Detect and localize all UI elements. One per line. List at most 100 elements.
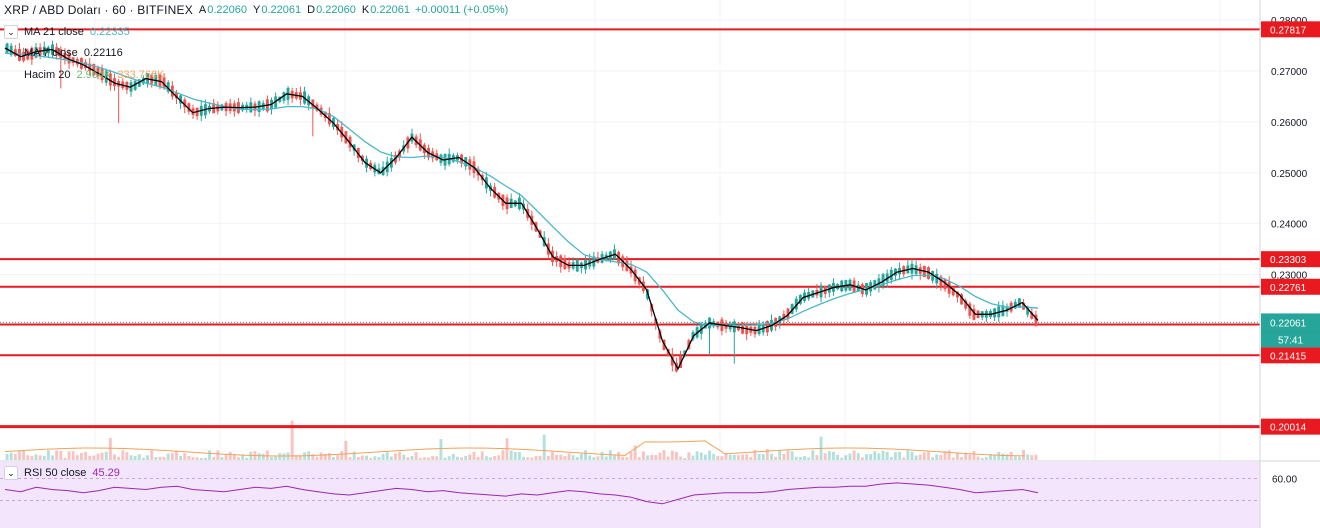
volume-bar (460, 457, 464, 460)
volume-bar (914, 455, 918, 460)
volume-bar (216, 450, 220, 460)
volume-bar (88, 455, 92, 460)
level-price-label: 0.22761 (1270, 283, 1307, 294)
price-axis: 0.280000.270000.260000.250000.240000.230… (1261, 16, 1320, 486)
volume-bar (319, 452, 323, 460)
volume-bar (175, 450, 178, 460)
volume-bar (212, 457, 216, 460)
volume-bar (166, 453, 170, 460)
level-price-tag (1261, 278, 1320, 295)
volume-bar (637, 457, 641, 460)
open-label: A (198, 4, 207, 16)
volume-bar (646, 455, 649, 460)
candle-body (5, 43, 9, 53)
volume-bar (778, 450, 782, 460)
volume-bar (18, 450, 21, 460)
volume-bar (745, 454, 749, 460)
volume-bar (980, 457, 984, 460)
legend-ma21[interactable]: ⌄ MA 21 close 0.22335 (4, 25, 130, 39)
candle-body (1026, 307, 1030, 315)
level-price-label: 0.20014 (1270, 423, 1307, 434)
change-value: +0.00011 (+0.05%) (414, 4, 509, 16)
legend-ma7[interactable]: MA 7 close 0.22116 (4, 47, 123, 59)
volume-bar (402, 454, 406, 460)
candle-body (175, 92, 178, 99)
current-price-label: 0.22061 (1270, 318, 1307, 329)
volume-bar (724, 453, 728, 460)
volume-bar (613, 454, 616, 460)
volume-bar (848, 453, 852, 460)
volume-bar (782, 453, 786, 460)
level-price-label: 0.27817 (1270, 25, 1307, 36)
volume-bar (955, 452, 959, 460)
volume-bar (964, 452, 968, 460)
volume-bar (889, 457, 893, 460)
volume-label[interactable]: Hacim 20 (24, 69, 71, 81)
volume-bar (786, 450, 790, 460)
volume-bar (910, 451, 914, 460)
volume-bar (563, 456, 567, 460)
collapse-chevron-icon[interactable]: ⌄ (4, 466, 18, 480)
legend-symbol-row[interactable]: XRP / ABD Doları · 60 · BITFINEX A 0.2206… (4, 3, 508, 17)
rsi-label[interactable]: RSI 50 close (24, 467, 87, 479)
candle-body (889, 269, 893, 280)
volume-bar (625, 457, 629, 460)
price-tick-label: 0.24000 (1271, 220, 1308, 231)
close-label: K (361, 4, 370, 16)
candle-body (790, 304, 794, 314)
price-tick-label: 0.25000 (1271, 169, 1308, 180)
candle-body (972, 308, 976, 320)
high-value: 0.22061 (261, 4, 302, 16)
volume-bar (906, 450, 910, 460)
volume-bar (807, 457, 811, 460)
volume-bar (621, 456, 625, 460)
volume-bar (323, 453, 327, 460)
volume-bar (278, 453, 282, 460)
collapse-chevron-icon[interactable]: ⌄ (4, 25, 18, 39)
volume-bar (741, 454, 745, 460)
legend-rsi[interactable]: ⌄ RSI 50 close 45.29 (4, 466, 120, 480)
volume-bar (472, 451, 476, 460)
ma21-label[interactable]: MA 21 close (24, 26, 84, 38)
volume-bar (666, 456, 670, 460)
volume-bar (431, 456, 435, 460)
volume-bar (629, 452, 633, 460)
moving-averages (4, 47, 1039, 371)
volume-bar (224, 453, 228, 460)
ma7-label[interactable]: MA 7 close (24, 47, 78, 59)
volume-bar (439, 439, 443, 460)
volume-value: 2.964K (76, 69, 112, 81)
volume-bar (398, 451, 402, 460)
symbol-title[interactable]: XRP / ABD Doları · 60 · BITFINEX (4, 3, 193, 17)
candle-body (947, 281, 951, 294)
volume-bar (1030, 455, 1034, 460)
ma21-value: 0.22335 (89, 26, 130, 38)
volume-bar (315, 456, 319, 460)
volume-bar (852, 450, 856, 460)
volume-bar (100, 452, 104, 460)
volume-bar (59, 451, 63, 460)
volume-bar (922, 452, 926, 460)
volume-bar (245, 457, 249, 460)
volume-bar (435, 456, 439, 460)
volume-bar (943, 451, 947, 460)
volume-bar (695, 451, 699, 460)
volume-bar (46, 450, 50, 460)
volume-bar (257, 453, 261, 460)
candle-body (133, 80, 137, 90)
volume-bar (712, 453, 716, 460)
volume-ma (4, 440, 1026, 457)
volume-bar (683, 457, 687, 460)
volume-bar (34, 454, 38, 460)
legend-volume[interactable]: Hacim 20 2.964K 333.766K (4, 69, 164, 81)
volume-bar (856, 453, 860, 460)
candle-body (1013, 301, 1017, 309)
volume-bar (679, 456, 683, 460)
volume-bar (898, 451, 902, 460)
volume-bar (691, 455, 695, 460)
volume-bar (670, 450, 674, 460)
candle-body (1030, 312, 1034, 319)
volume-bar (976, 456, 980, 460)
candle-body (927, 267, 930, 280)
